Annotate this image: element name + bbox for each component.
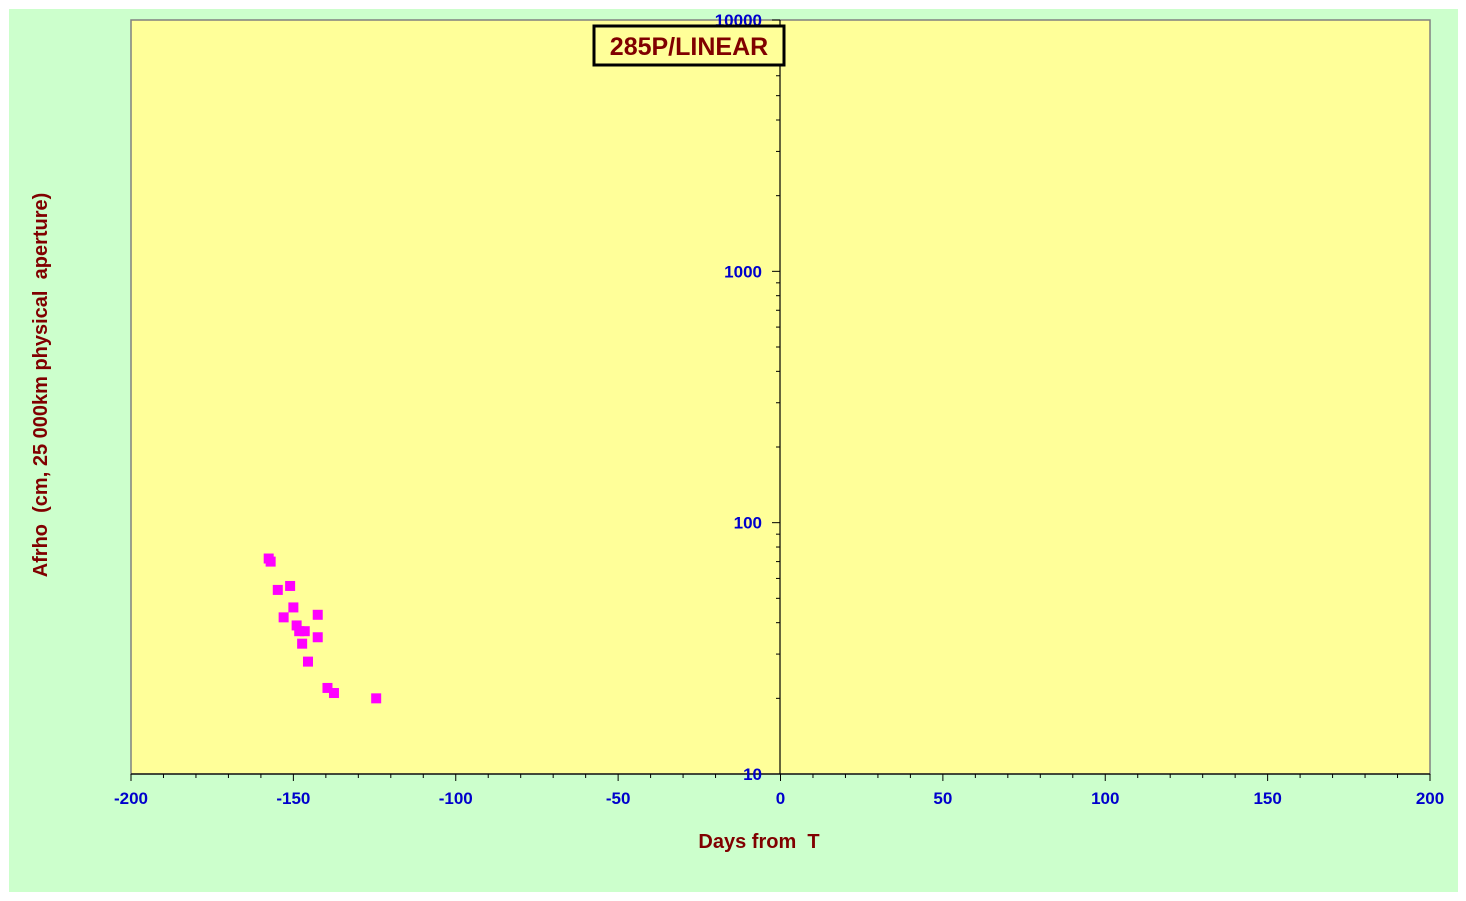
data-point <box>299 626 310 637</box>
afrho-chart: -200 -150 -100 -50 0 50 100 150 2001010010001000… <box>30 11 1444 853</box>
data-point <box>312 609 323 620</box>
y-axis-title: Afrho (cm, 25 000km physical aperture) <box>30 193 52 578</box>
data-point <box>297 638 308 649</box>
x-tick-label: 150 <box>1253 789 1281 808</box>
chart-area: -200 -150 -100 -50 0 50 100 150 200 10 100 1000 1000… <box>9 9 1458 892</box>
points-layer <box>263 553 382 704</box>
data-point <box>278 612 289 623</box>
title-box-border <box>592 24 786 67</box>
data-point <box>291 620 302 631</box>
data-point <box>272 584 283 595</box>
x-tick-label: -200 <box>114 789 148 808</box>
title-box: 285P/LINEAR <box>592 24 786 67</box>
data-point <box>328 688 339 699</box>
data-point <box>285 580 296 591</box>
data-point <box>294 626 305 637</box>
data-point <box>312 632 323 643</box>
x-tick-label: -150 <box>276 789 310 808</box>
x-tick-label: -100 <box>439 789 473 808</box>
x-tick-label: 100 <box>1091 789 1119 808</box>
data-point <box>265 556 276 567</box>
x-tick-label: 50 <box>933 789 952 808</box>
chart-title: 285P/LINEAR <box>610 33 768 61</box>
data-point <box>322 682 333 693</box>
data-point <box>371 693 382 704</box>
data-point <box>302 656 313 667</box>
x-tick-label: 0 <box>776 789 785 808</box>
y-tick-label: 10 <box>743 765 762 784</box>
y-tick-label: 100 <box>734 514 762 533</box>
y-tick-label: 1000 <box>724 262 762 281</box>
x-axis-title: Days from T <box>698 831 819 853</box>
x-tick-label: 200 <box>1416 789 1444 808</box>
x-tick-label: -50 <box>606 789 631 808</box>
data-point <box>288 602 299 613</box>
